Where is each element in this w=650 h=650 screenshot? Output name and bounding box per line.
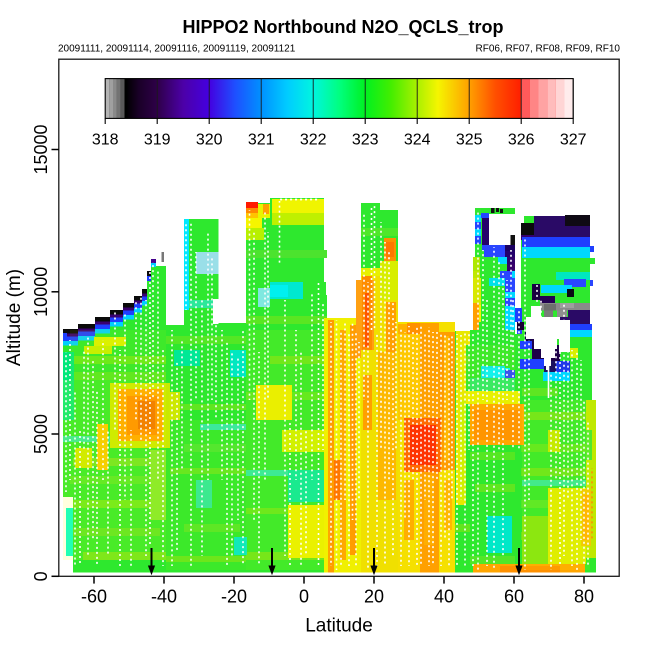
svg-text:321: 321 <box>248 132 275 149</box>
svg-text:0: 0 <box>31 571 51 581</box>
svg-text:Latitude: Latitude <box>305 616 373 637</box>
svg-text:322: 322 <box>300 132 327 149</box>
svg-text:10000: 10000 <box>31 267 51 317</box>
svg-text:-40: -40 <box>151 587 177 607</box>
svg-text:HIPPO2 Northbound N2O_QCLS_tro: HIPPO2 Northbound N2O_QCLS_trop <box>182 17 503 37</box>
svg-text:80: 80 <box>574 587 594 607</box>
svg-text:324: 324 <box>404 132 431 149</box>
svg-text:RF06, RF07, RF08, RF09, RF10: RF06, RF07, RF08, RF09, RF10 <box>476 44 621 55</box>
svg-text:20: 20 <box>364 587 384 607</box>
svg-text:327: 327 <box>560 132 587 149</box>
svg-text:0: 0 <box>299 587 309 607</box>
svg-text:5000: 5000 <box>31 414 51 454</box>
svg-text:318: 318 <box>92 132 119 149</box>
svg-text:Altitude (m): Altitude (m) <box>4 269 25 366</box>
svg-text:60: 60 <box>504 587 524 607</box>
svg-text:-60: -60 <box>81 587 107 607</box>
svg-text:320: 320 <box>196 132 223 149</box>
svg-text:323: 323 <box>352 132 379 149</box>
svg-text:325: 325 <box>456 132 483 149</box>
svg-text:15000: 15000 <box>31 124 51 174</box>
svg-text:326: 326 <box>508 132 535 149</box>
svg-text:20091111, 20091114, 20091116,: 20091111, 20091114, 20091116, 20091119, … <box>58 44 296 55</box>
svg-text:-20: -20 <box>221 587 247 607</box>
svg-text:40: 40 <box>434 587 454 607</box>
svg-text:319: 319 <box>144 132 171 149</box>
